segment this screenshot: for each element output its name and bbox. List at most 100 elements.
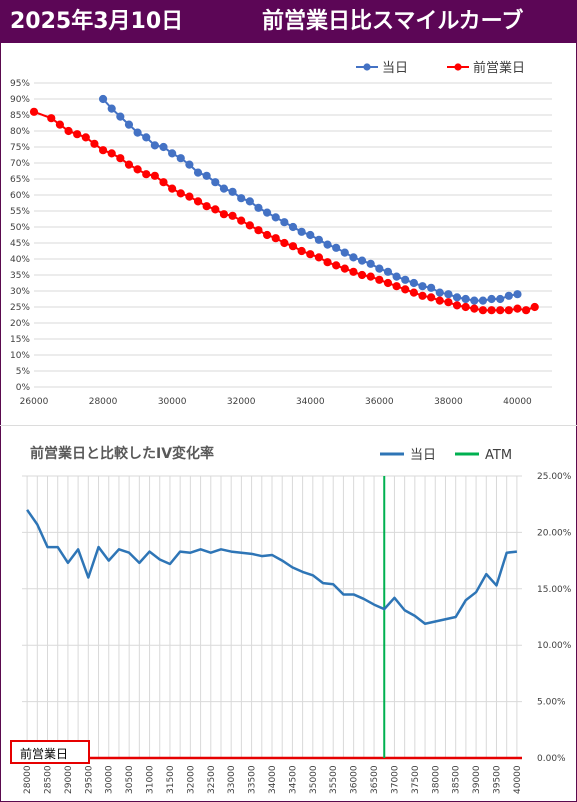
data-point (133, 128, 142, 137)
data-point (219, 184, 229, 193)
x-tick-label: 29000 (64, 765, 74, 794)
legend-label: 当日 (410, 448, 436, 463)
x-tick-label: 34500 (288, 765, 298, 794)
data-point (176, 154, 185, 163)
data-point (73, 130, 82, 139)
data-point (211, 178, 220, 187)
data-point (245, 221, 254, 230)
data-point (496, 306, 505, 315)
legend-marker (363, 63, 371, 71)
data-point (357, 270, 367, 280)
x-tick-label: 38000 (434, 397, 463, 407)
x-tick-label: 40000 (513, 765, 523, 794)
data-point (401, 275, 410, 284)
data-point (280, 218, 289, 227)
data-point (271, 234, 280, 243)
data-point (254, 226, 263, 235)
series-line (102, 98, 518, 302)
data-point (349, 253, 358, 262)
y-tick-label: 45% (10, 239, 30, 249)
data-point (168, 184, 177, 193)
x-tick-label: 29500 (84, 765, 94, 794)
data-point (288, 242, 298, 251)
data-point (375, 275, 384, 284)
x-tick-label: 32000 (227, 397, 256, 407)
data-point (496, 294, 505, 304)
data-point (314, 253, 323, 262)
data-point (513, 290, 522, 299)
x-tick-label: 36500 (370, 765, 380, 794)
data-point (306, 250, 315, 259)
data-point (461, 302, 470, 312)
x-tick-label: 34000 (268, 765, 278, 794)
data-point (124, 160, 134, 169)
data-point (98, 146, 108, 155)
data-point (202, 202, 211, 211)
x-tick-label: 33000 (227, 765, 237, 794)
data-point (383, 267, 393, 276)
data-point (470, 304, 479, 313)
x-tick-label: 30000 (105, 765, 115, 794)
data-point (306, 230, 315, 240)
data-point (478, 306, 488, 315)
data-point (237, 194, 246, 203)
data-point (435, 288, 444, 297)
data-point (409, 288, 418, 297)
data-point (504, 306, 513, 315)
data-point (107, 104, 116, 113)
data-point (340, 264, 349, 273)
x-tick-label: 35000 (309, 765, 319, 794)
data-point (271, 213, 280, 222)
x-tick-label: 26000 (20, 397, 49, 407)
y-tick-label: 0.00% (537, 754, 566, 764)
data-point (133, 165, 142, 174)
data-point (228, 211, 237, 220)
data-point (478, 296, 488, 305)
y-tick-label: 10% (10, 351, 30, 361)
y-tick-label: 60% (10, 191, 30, 201)
y-tick-label: 15.00% (537, 585, 572, 595)
data-point (427, 283, 436, 292)
data-point (392, 272, 401, 281)
data-point (185, 160, 194, 169)
x-tick-label: 34000 (296, 397, 325, 407)
x-tick-label: 28500 (44, 765, 54, 794)
data-point (116, 154, 125, 163)
data-point (159, 142, 168, 152)
data-point (193, 168, 203, 177)
data-point (168, 149, 177, 158)
data-point (444, 298, 453, 307)
y-tick-label: 65% (10, 175, 30, 185)
data-point (237, 216, 246, 225)
data-point (29, 107, 39, 116)
data-point (150, 171, 159, 180)
y-tick-label: 15% (10, 335, 30, 345)
data-point (323, 240, 332, 249)
legend-label: ATM (485, 448, 512, 463)
header-bar: 2025年3月10日 前営業日比スマイルカーブ (0, 0, 577, 43)
data-point (366, 259, 375, 268)
data-point (418, 282, 427, 291)
y-tick-label: 40% (10, 255, 30, 265)
data-point (323, 258, 332, 267)
data-point (211, 205, 220, 214)
x-tick-label: 32000 (186, 765, 196, 794)
data-point (452, 293, 462, 302)
chart-divider (0, 425, 577, 426)
y-tick-label: 95% (10, 79, 30, 89)
data-point (254, 203, 263, 212)
data-point (297, 246, 306, 256)
legend-marker (454, 63, 462, 71)
x-tick-label: 28000 (89, 397, 118, 407)
x-tick-label: 28000 (23, 765, 33, 794)
y-tick-label: 85% (10, 111, 30, 121)
x-tick-label: 40000 (503, 397, 532, 407)
x-tick-label: 37500 (411, 765, 421, 794)
x-tick-label: 37000 (390, 765, 400, 794)
y-tick-label: 0% (16, 383, 31, 393)
data-point (288, 222, 298, 232)
baseline-label-box: 前営業日 (10, 740, 90, 764)
data-point (409, 278, 418, 288)
y-tick-label: 50% (10, 223, 30, 233)
y-tick-label: 30% (10, 287, 30, 297)
